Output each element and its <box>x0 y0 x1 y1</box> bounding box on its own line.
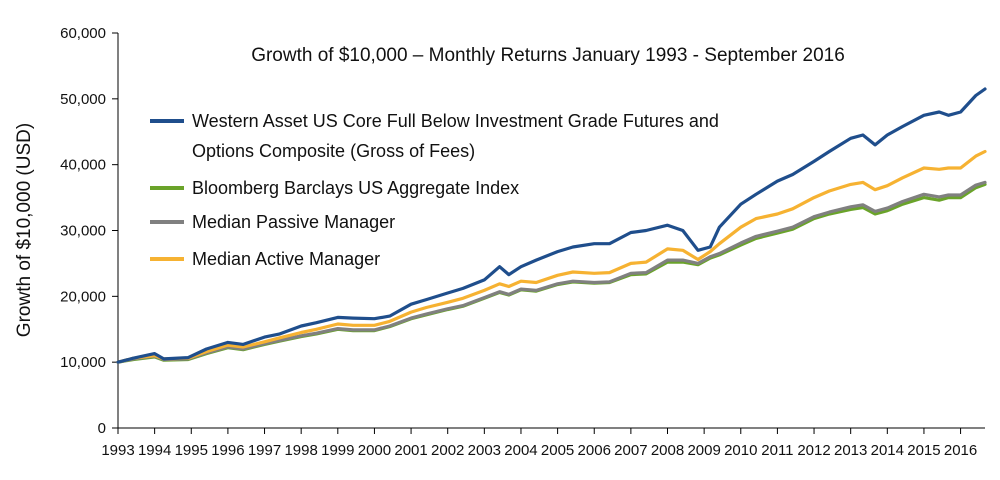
series-line-0 <box>116 87 987 364</box>
x-tick-label: 2008 <box>651 442 684 459</box>
x-tick-label: 2016 <box>944 442 977 459</box>
y-tick-label: 40,000 <box>60 157 106 174</box>
x-tick-label: 2000 <box>358 442 391 459</box>
legend-item: Median Active Manager <box>150 249 380 269</box>
series-line-3 <box>116 149 987 364</box>
x-tick-label: 2014 <box>871 442 904 459</box>
x-tick-label: 2006 <box>578 442 611 459</box>
x-tick-label: 2007 <box>614 442 647 459</box>
legend-label: Options Composite (Gross of Fees) <box>192 141 475 161</box>
legend-label: Bloomberg Barclays US Aggregate Index <box>192 178 519 198</box>
series-line-2 <box>116 180 987 364</box>
x-tick-label: 2011 <box>761 442 793 459</box>
x-tick-label: 1996 <box>211 442 244 459</box>
x-tick-label: 1993 <box>101 442 134 459</box>
x-tick-label: 1994 <box>138 442 171 459</box>
x-tick-label: 2009 <box>687 442 720 459</box>
legend-item: Western Asset US Core Full Below Investm… <box>150 111 719 161</box>
legend-label: Median Passive Manager <box>192 212 395 232</box>
legend-item: Median Passive Manager <box>150 212 395 232</box>
y-tick-label: 0 <box>98 420 106 437</box>
legend: Western Asset US Core Full Below Investm… <box>150 111 719 269</box>
x-tick-label: 2003 <box>468 442 501 459</box>
x-tick-label: 2001 <box>394 442 427 459</box>
x-tick-label: 2005 <box>541 442 574 459</box>
series-lines <box>116 87 987 364</box>
x-tick-label: 1997 <box>248 442 281 459</box>
legend-label: Western Asset US Core Full Below Investm… <box>192 111 719 131</box>
x-tick-label: 2004 <box>504 442 537 459</box>
y-axis-label: Growth of $10,000 (USD) <box>14 123 35 337</box>
x-tick-label: 1995 <box>175 442 208 459</box>
y-tick-label: 60,000 <box>60 25 106 42</box>
x-tick-label: 2010 <box>724 442 757 459</box>
legend-item: Bloomberg Barclays US Aggregate Index <box>150 178 519 198</box>
legend-label: Median Active Manager <box>192 249 380 269</box>
x-tick-label: 1998 <box>284 442 317 459</box>
y-tick-label: 50,000 <box>60 91 106 108</box>
x-tick-label: 2015 <box>907 442 940 459</box>
chart-title: Growth of $10,000 – Monthly Returns Janu… <box>251 45 845 66</box>
y-tick-label: 10,000 <box>60 354 106 371</box>
axes: 0 10,000 20,000 30,000 40,000 50,000 60,000 199… <box>60 25 985 459</box>
y-tick-label: 20,000 <box>60 288 106 305</box>
x-tick-label: 2013 <box>834 442 867 459</box>
y-tick-label: 30,000 <box>60 223 106 240</box>
x-tick-label: 1999 <box>321 442 354 459</box>
x-tick-label: 2002 <box>431 442 464 459</box>
x-tick-label: 2012 <box>797 442 830 459</box>
